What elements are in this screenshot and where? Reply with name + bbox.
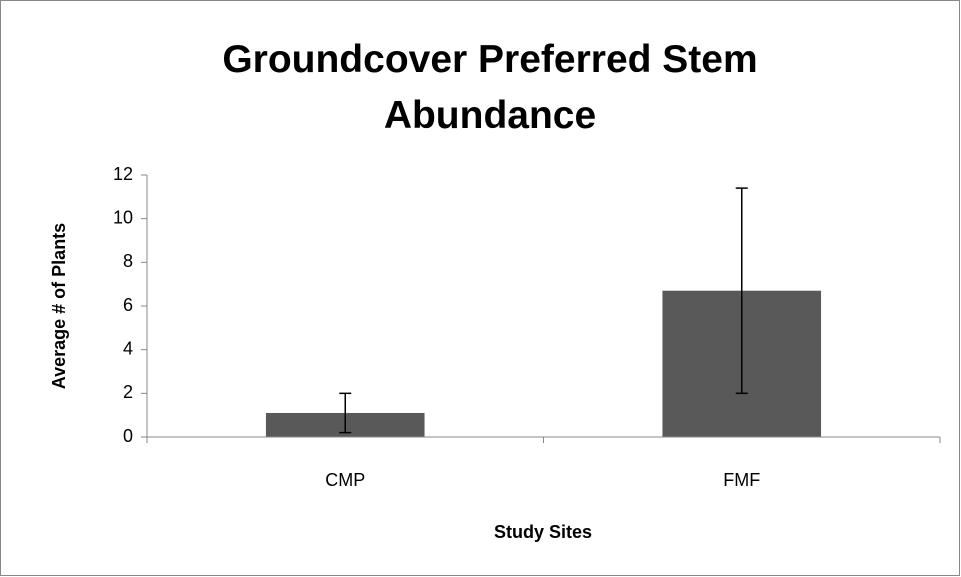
y-tick-label: 4	[123, 338, 133, 358]
y-tick-label: 8	[123, 251, 133, 271]
y-tick-label: 6	[123, 295, 133, 315]
y-axis-label: Average # of Plants	[49, 223, 69, 389]
x-tick-label: FMF	[723, 470, 760, 490]
error-bar	[735, 187, 748, 395]
chart-title: Groundcover Preferred Stem Abundance	[222, 38, 758, 137]
y-tick-label: 2	[123, 382, 133, 402]
error-bar	[339, 392, 352, 434]
x-axis-label: Study Sites	[494, 522, 592, 542]
y-tick-label: 12	[113, 164, 133, 184]
x-tick-label: CMP	[325, 470, 365, 490]
y-tick-label: 0	[123, 426, 133, 446]
y-tick-label: 10	[113, 207, 133, 227]
